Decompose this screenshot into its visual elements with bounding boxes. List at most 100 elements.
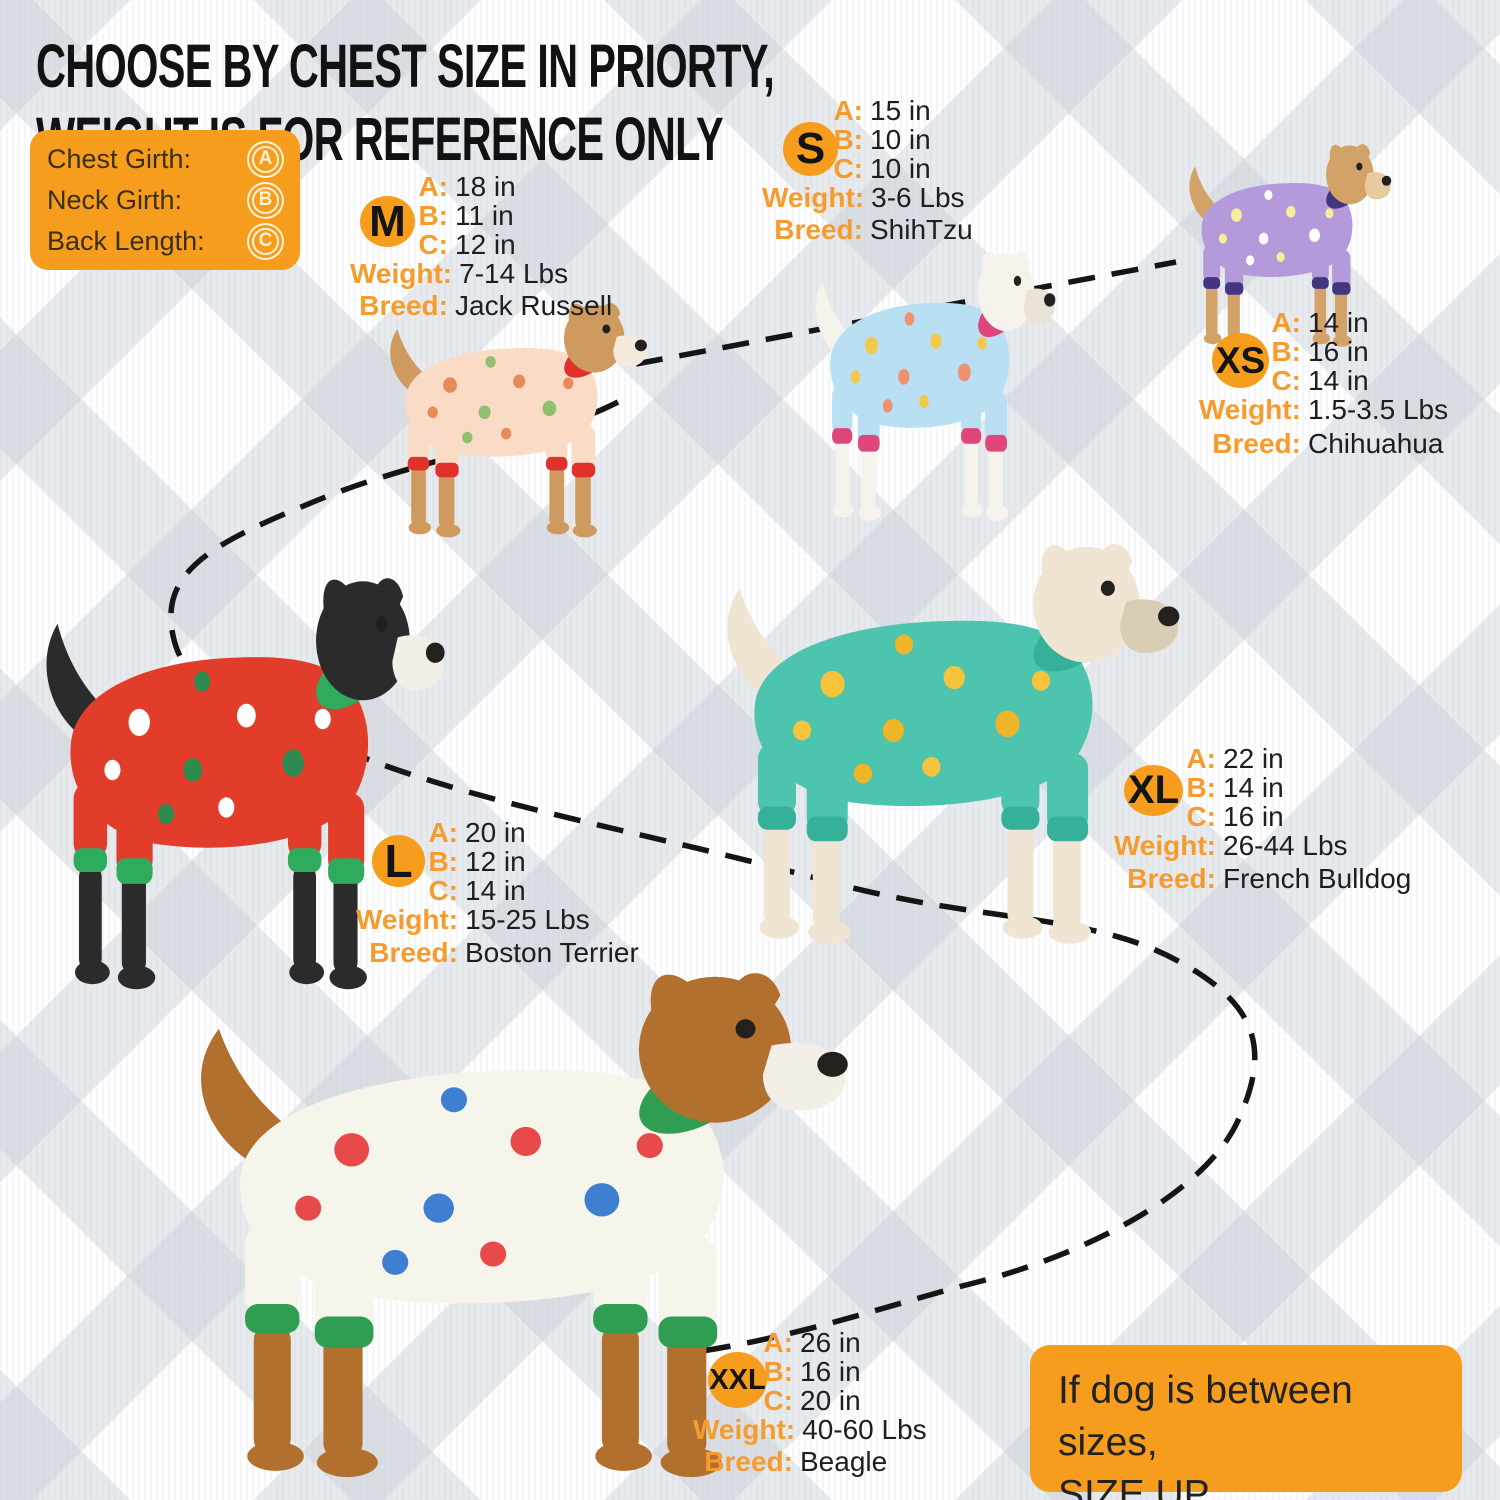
- measure-value-c: 16 in: [1223, 801, 1284, 832]
- measure-value-b: 11 in: [455, 200, 514, 232]
- circled-a-icon: A: [252, 145, 279, 173]
- measure-label-b: B:: [428, 846, 458, 878]
- weight-label: Weight:: [1113, 829, 1216, 861]
- measure-row: C: 14 in: [1196, 365, 1448, 396]
- size-badge-xl: XL: [1124, 765, 1183, 816]
- size-badge-l: L: [372, 835, 425, 887]
- weight-value: 40-60 Lbs: [802, 1413, 927, 1445]
- title-line-1: CHOOSE BY CHEST SIZE IN PRIORTY,: [36, 32, 775, 100]
- measure-value-a: 26 in: [800, 1327, 861, 1359]
- measure-row: B: 16 in: [1196, 336, 1448, 368]
- measure-row: C: 16 in: [1112, 801, 1411, 832]
- weight-label: Weight:: [693, 1413, 796, 1445]
- measure-value-b: 10 in: [870, 124, 931, 156]
- measure-label-a: A:: [1186, 743, 1216, 775]
- dog-photo-jack-russell: [368, 296, 653, 548]
- breed-row: Breed: Chihuahua: [1196, 427, 1448, 459]
- weight-label: Weight:: [356, 903, 459, 935]
- measure-value-c: 12 in: [455, 229, 516, 260]
- weight-value: 26-44 Lbs: [1223, 829, 1348, 861]
- measure-label-c: C:: [763, 1385, 793, 1416]
- size-badge-s: S: [783, 122, 838, 176]
- measure-value-b: 16 in: [1308, 336, 1369, 368]
- measure-value-a: 18 in: [455, 171, 516, 203]
- breed-row: Breed: French Bulldog: [1112, 862, 1412, 894]
- circled-b-icon: B: [252, 186, 279, 214]
- weight-value: 15-25 Lbs: [465, 903, 590, 935]
- weight-value: 7-14 Lbs: [459, 257, 569, 289]
- breed-row: Breed: Jack Russell: [350, 289, 613, 321]
- measure-row: A: 15 in: [762, 95, 973, 127]
- size-block-xs: XS A: 14 in B: 16 in C: 14 in Weight: 1.5-3.…: [1196, 307, 1448, 459]
- legend-label-neck: Neck Girth:: [47, 184, 183, 215]
- legend-row-neck: Neck Girth: B: [47, 181, 286, 219]
- note-line-2: SIZE UP.: [1058, 1473, 1216, 1500]
- weight-value: 3-6 Lbs: [871, 181, 965, 213]
- weight-row: Weight: 15-25 Lbs: [356, 903, 639, 935]
- breed-label: Breed:: [1212, 427, 1301, 459]
- size-block-xl: XL A: 22 in B: 14 in C: 16 in Weight: 26-44 …: [1112, 743, 1412, 894]
- measure-label-b: B:: [763, 1356, 793, 1388]
- legend-label-chest: Chest Girth:: [47, 143, 192, 174]
- legend-row-back: Back Length: C: [47, 222, 286, 260]
- legend-label-back: Back Length:: [47, 225, 205, 256]
- measure-value-b: 16 in: [800, 1356, 861, 1388]
- weight-row: Weight: 7-14 Lbs: [350, 257, 612, 289]
- weight-row: Weight: 26-44 Lbs: [1112, 829, 1411, 861]
- measure-label-a: A:: [428, 817, 458, 849]
- measure-label-b: B:: [1271, 336, 1301, 368]
- weight-label: Weight:: [350, 257, 453, 289]
- measure-value-c: 14 in: [1308, 365, 1369, 396]
- breed-value: Chihuahua: [1308, 427, 1444, 459]
- measure-label-b: B:: [833, 124, 863, 156]
- measure-label-a: A:: [418, 171, 448, 203]
- measure-row: A: 14 in: [1196, 307, 1448, 339]
- measure-row: B: 10 in: [762, 124, 973, 156]
- measure-label-c: C:: [418, 229, 448, 260]
- breed-value: ShihTzu: [870, 213, 973, 245]
- weight-row: Weight: 40-60 Lbs: [693, 1413, 927, 1445]
- weight-label: Weight:: [762, 181, 865, 213]
- measure-row: B: 11 in: [350, 200, 612, 232]
- measure-row: A: 20 in: [356, 817, 639, 849]
- measure-row: C: 12 in: [350, 229, 612, 260]
- measure-row: B: 12 in: [356, 846, 639, 878]
- size-block-s: S A: 15 in B: 10 in C: 10 in Weight: 3-6 Lbs…: [762, 95, 973, 245]
- measure-label-a: A:: [833, 95, 863, 127]
- measure-row: A: 18 in: [350, 171, 612, 203]
- breed-row: Breed: Beagle: [693, 1446, 927, 1477]
- breed-label: Breed:: [774, 213, 863, 245]
- size-block-xxl: XXL A: 26 in B: 16 in C: 20 in Weight: 40-60…: [693, 1327, 927, 1477]
- measure-label-c: C:: [833, 153, 863, 184]
- size-block-m: M A: 18 in B: 11 in C: 12 in Weight: 7-14 Lb…: [350, 171, 613, 321]
- dog-photo-shihtzu: [795, 243, 1061, 533]
- measure-value-b: 12 in: [465, 846, 526, 878]
- breed-row: Breed: Boston Terrier: [356, 936, 639, 968]
- measure-value-c: 20 in: [800, 1385, 861, 1416]
- measure-row: C: 14 in: [356, 875, 639, 906]
- measure-value-c: 10 in: [870, 153, 931, 184]
- measure-row: C: 10 in: [762, 153, 973, 184]
- measure-value-a: 14 in: [1308, 307, 1369, 339]
- breed-value: French Bulldog: [1223, 862, 1412, 894]
- breed-row: Breed: ShihTzu: [762, 213, 973, 245]
- legend-row-chest: Chest Girth: A: [47, 140, 286, 178]
- measure-value-a: 22 in: [1223, 743, 1284, 775]
- size-up-note: If dog is between sizes, SIZE UP.: [1030, 1345, 1462, 1500]
- measure-label-a: A:: [1271, 307, 1301, 339]
- measure-label-b: B:: [1186, 772, 1216, 804]
- measure-row: B: 14 in: [1112, 772, 1411, 804]
- breed-value: Jack Russell: [455, 289, 613, 321]
- measure-row: C: 20 in: [693, 1385, 927, 1416]
- measure-row: A: 26 in: [693, 1327, 927, 1359]
- size-block-l: L A: 20 in B: 12 in C: 14 in Weight: 15-25 L…: [356, 817, 639, 968]
- measure-value-a: 15 in: [870, 95, 931, 127]
- note-line-1: If dog is between sizes,: [1058, 1369, 1353, 1464]
- weight-label: Weight:: [1198, 393, 1301, 425]
- breed-value: Boston Terrier: [465, 936, 639, 968]
- size-badge-xs: XS: [1212, 333, 1269, 388]
- measure-value-c: 14 in: [465, 875, 526, 906]
- measure-label-c: C:: [1271, 365, 1301, 396]
- measurement-legend: Chest Girth: A Neck Girth: B Back Length…: [30, 130, 300, 270]
